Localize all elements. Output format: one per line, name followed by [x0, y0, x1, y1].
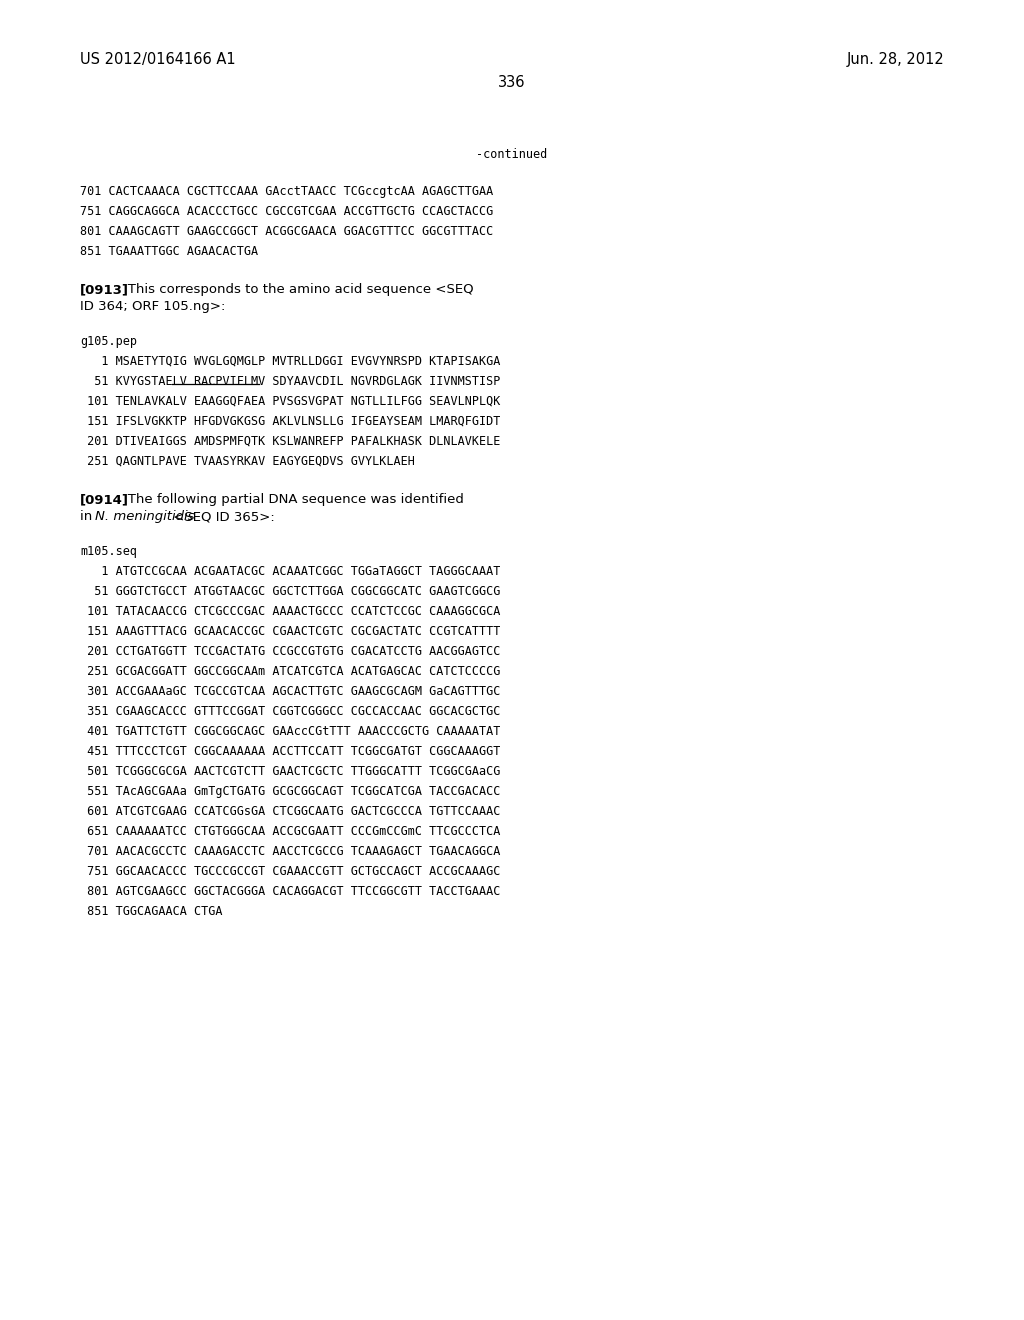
Text: -continued: -continued [476, 148, 548, 161]
Text: 701 CACTCAAACA CGCTTCCAAA GAcctTAACC TCGccgtcAA AGAGCTTGAA: 701 CACTCAAACA CGCTTCCAAA GAcctTAACC TCG… [80, 185, 494, 198]
Text: 551 TAcAGCGAAa GmTgCTGATG GCGCGGCAGT TCGGCATCGA TACCGACACC: 551 TAcAGCGAAa GmTgCTGATG GCGCGGCAGT TCG… [80, 785, 501, 799]
Text: 751 CAGGCAGGCA ACACCCTGCC CGCCGTCGAA ACCGTTGCTG CCAGCTACCG: 751 CAGGCAGGCA ACACCCTGCC CGCCGTCGAA ACC… [80, 205, 494, 218]
Text: 601 ATCGTCGAAG CCATCGGsGA CTCGGCAATG GACTCGCCCA TGTTCCAAAC: 601 ATCGTCGAAG CCATCGGsGA CTCGGCAATG GAC… [80, 805, 501, 818]
Text: 801 AGTCGAAGCC GGCTACGGGA CACAGGACGT TTCCGGCGTT TACCTGAAAC: 801 AGTCGAAGCC GGCTACGGGA CACAGGACGT TTC… [80, 884, 501, 898]
Text: 651 CAAAAAATCC CTGTGGGCAA ACCGCGAATT CCCGmCCGmC TTCGCCCTCA: 651 CAAAAAATCC CTGTGGGCAA ACCGCGAATT CCC… [80, 825, 501, 838]
Text: 51 GGGTCTGCCT ATGGTAACGC GGCTCTTGGA CGGCGGCATC GAAGTCGGCG: 51 GGGTCTGCCT ATGGTAACGC GGCTCTTGGA CGGC… [80, 585, 501, 598]
Text: 251 GCGACGGATT GGCCGGCAAm ATCATCGTCA ACATGAGCAC CATCTCCCCG: 251 GCGACGGATT GGCCGGCAAm ATCATCGTCA ACA… [80, 665, 501, 678]
Text: 751 GGCAACACCC TGCCCGCCGT CGAAACCGTT GCTGCCAGCT ACCGCAAAGC: 751 GGCAACACCC TGCCCGCCGT CGAAACCGTT GCT… [80, 865, 501, 878]
Text: 251 QAGNTLPAVE TVAASYRKAV EAGYGEQDVS GVYLKLAEH: 251 QAGNTLPAVE TVAASYRKAV EAGYGEQDVS GVY… [80, 455, 415, 469]
Text: 1 MSAETYTQIG WVGLGQMGLP MVTRLLDGGI EVGVYNRSPD KTAPISAKGA: 1 MSAETYTQIG WVGLGQMGLP MVTRLLDGGI EVGVY… [80, 355, 501, 368]
Text: N. meningitidis: N. meningitidis [95, 510, 195, 523]
Text: 336: 336 [499, 75, 525, 90]
Text: in: in [80, 510, 96, 523]
Text: 301 ACCGAAAaGC TCGCCGTCAA AGCACTTGTC GAAGCGCAGM GaCAGTTTGC: 301 ACCGAAAaGC TCGCCGTCAA AGCACTTGTC GAA… [80, 685, 501, 698]
Text: 451 TTTCCCTCGT CGGCAAAAAA ACCTTCCATT TCGGCGATGT CGGCAAAGGT: 451 TTTCCCTCGT CGGCAAAAAA ACCTTCCATT TCG… [80, 744, 501, 758]
Text: 201 DTIVEAIGGS AMDSPMFQTK KSLWANREFP PAFALKHASK DLNLAVKELE: 201 DTIVEAIGGS AMDSPMFQTK KSLWANREFP PAF… [80, 436, 501, 447]
Text: This corresponds to the amino acid sequence <SEQ: This corresponds to the amino acid seque… [116, 282, 474, 296]
Text: 851 TGAAATTGGC AGAACACTGA: 851 TGAAATTGGC AGAACACTGA [80, 246, 258, 257]
Text: [0913]: [0913] [80, 282, 129, 296]
Text: g105.pep: g105.pep [80, 335, 137, 348]
Text: US 2012/0164166 A1: US 2012/0164166 A1 [80, 51, 236, 67]
Text: m105.seq: m105.seq [80, 545, 137, 558]
Text: 51 KVYGSTAELV RACPVIFLMV SDYAAVCDIL NGVRDGLAGK IIVNMSTISP: 51 KVYGSTAELV RACPVIFLMV SDYAAVCDIL NGVR… [80, 375, 501, 388]
Text: 101 TENLAVKALV EAAGGQFAEA PVSGSVGPAT NGTLLILFGG SEAVLNPLQK: 101 TENLAVKALV EAAGGQFAEA PVSGSVGPAT NGT… [80, 395, 501, 408]
Text: 801 CAAAGCAGTT GAAGCCGGCT ACGGCGAACA GGACGTTTCC GGCGTTTACC: 801 CAAAGCAGTT GAAGCCGGCT ACGGCGAACA GGA… [80, 224, 494, 238]
Text: Jun. 28, 2012: Jun. 28, 2012 [846, 51, 944, 67]
Text: 1 ATGTCCGCAA ACGAATACGC ACAAATCGGC TGGaTAGGCT TAGGGCAAAT: 1 ATGTCCGCAA ACGAATACGC ACAAATCGGC TGGaT… [80, 565, 501, 578]
Text: 151 AAAGTTTACG GCAACACCGC CGAACTCGTC CGCGACTATC CCGTCATTTT: 151 AAAGTTTACG GCAACACCGC CGAACTCGTC CGC… [80, 624, 501, 638]
Text: 101 TATACAACCG CTCGCCCGAC AAAACTGCCC CCATCTCCGC CAAAGGCGCA: 101 TATACAACCG CTCGCCCGAC AAAACTGCCC CCA… [80, 605, 501, 618]
Text: 501 TCGGGCGCGA AACTCGTCTT GAACTCGCTC TTGGGCATTT TCGGCGAaCG: 501 TCGGGCGCGA AACTCGTCTT GAACTCGCTC TTG… [80, 766, 501, 777]
Text: 701 AACACGCCTC CAAAGACCTC AACCTCGCCG TCAAAGAGCT TGAACAGGCA: 701 AACACGCCTC CAAAGACCTC AACCTCGCCG TCA… [80, 845, 501, 858]
Text: 201 CCTGATGGTT TCCGACTATG CCGCCGTGTG CGACATCCTG AACGGAGTCC: 201 CCTGATGGTT TCCGACTATG CCGCCGTGTG CGA… [80, 645, 501, 657]
Text: 151 IFSLVGKKTP HFGDVGKGSG AKLVLNSLLG IFGEAYSEAM LMARQFGIDT: 151 IFSLVGKKTP HFGDVGKGSG AKLVLNSLLG IFG… [80, 414, 501, 428]
Text: 401 TGATTCTGTT CGGCGGCAGC GAAccCGtTTT AAACCCGCTG CAAAAATAT: 401 TGATTCTGTT CGGCGGCAGC GAAccCGtTTT AA… [80, 725, 501, 738]
Text: 851 TGGCAGAACA CTGA: 851 TGGCAGAACA CTGA [80, 906, 222, 917]
Text: ID 364; ORF 105.ng>:: ID 364; ORF 105.ng>: [80, 300, 225, 313]
Text: The following partial DNA sequence was identified: The following partial DNA sequence was i… [116, 492, 464, 506]
Text: 351 CGAAGCACCC GTTTCCGGAT CGGTCGGGCC CGCCACCAAC GGCACGCTGC: 351 CGAAGCACCC GTTTCCGGAT CGGTCGGGCC CGC… [80, 705, 501, 718]
Text: [0914]: [0914] [80, 492, 129, 506]
Text: <SEQ ID 365>:: <SEQ ID 365>: [169, 510, 274, 523]
